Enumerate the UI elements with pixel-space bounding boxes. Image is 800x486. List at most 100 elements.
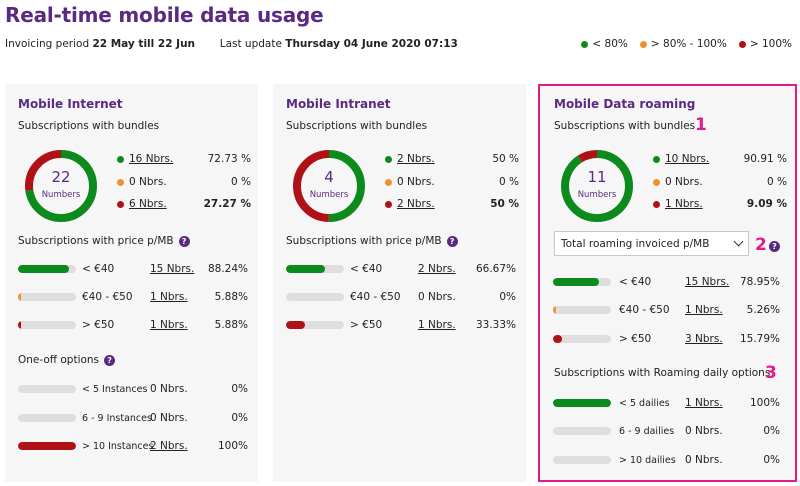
progress-fill (286, 321, 306, 329)
oneoff-pct: 0% (231, 412, 248, 424)
daily-label: < 5 dailies (619, 397, 670, 409)
help-icon[interactable]: ? (769, 241, 780, 252)
oneoff-nbrs: 0 Nbrs. (150, 383, 188, 395)
progress-fill (18, 293, 22, 301)
progress-bar (553, 399, 611, 407)
progress-fill (553, 399, 611, 407)
red-dot-icon (738, 40, 746, 48)
update-value: Thursday 04 June 2020 07:13 (285, 38, 458, 50)
price-pct: 5.88% (214, 319, 248, 331)
price-label: €40 - €50 (619, 304, 670, 316)
daily-row: > 10 dailies 0 Nbrs. 0% (553, 453, 783, 467)
bundle-nbrs-link[interactable]: 2 Nbrs. (397, 198, 435, 210)
price-label: < €40 (82, 263, 115, 275)
price-title-row: Subscriptions with price p/MB? (18, 235, 190, 247)
daily-pct: 100% (749, 397, 780, 409)
bundle-pct: 0 % (499, 176, 519, 188)
daily-nbrs-link[interactable]: 1 Nbrs. (685, 397, 723, 409)
daily-nbrs: 0 Nbrs. (685, 425, 723, 437)
bundle-row-red: 2 Nbrs. 50 % (385, 197, 519, 211)
donut-chart (25, 150, 97, 222)
price-title: Subscriptions with price p/MB (18, 235, 174, 247)
price-row: €40 - €50 1 Nbrs. 5.88% (18, 290, 248, 304)
price-nbrs-link[interactable]: 1 Nbrs. (685, 304, 723, 316)
price-pct: 15.79% (739, 333, 780, 345)
progress-fill (18, 442, 76, 450)
bundle-nbrs-link[interactable]: 6 Nbrs. (129, 198, 167, 210)
price-pct: 0% (499, 291, 516, 303)
price-label: < €40 (619, 276, 652, 288)
orange-dot-icon (639, 40, 647, 48)
update-label: Last update (219, 38, 282, 50)
price-pct: 88.24% (207, 263, 248, 275)
bundle-row-orange: 0 Nbrs. 0 % (385, 175, 519, 189)
price-row: < €40 2 Nbrs. 66.67% (286, 262, 516, 276)
bundle-row-orange: 0 Nbrs. 0 % (117, 175, 251, 189)
orange-dot-icon (653, 178, 660, 186)
status-legend: < 80% > 80% - 100% > 100% (581, 38, 792, 50)
progress-fill (553, 306, 557, 314)
invoice-meta: Invoicing period 22 May till 22 Jun Last… (5, 38, 458, 50)
bundles-title: Subscriptions with bundles (286, 120, 428, 132)
progress-bar (286, 293, 344, 301)
donut-segment (293, 150, 365, 222)
progress-bar (18, 385, 76, 393)
donut-segment (561, 150, 633, 222)
price-label: < €40 (350, 263, 383, 275)
bundle-nbrs-link[interactable]: 2 Nbrs. (397, 153, 435, 165)
green-dot-icon (117, 155, 124, 163)
help-icon[interactable]: ? (446, 235, 458, 247)
bundle-nbrs-link[interactable]: 1 Nbrs. (665, 198, 703, 210)
donut-count: 4 (324, 168, 334, 186)
donut-unit: Numbers (41, 190, 81, 200)
price-nbrs-link[interactable]: 3 Nbrs. (685, 333, 723, 345)
bundle-pct: 0 % (231, 176, 251, 188)
bundle-nbrs-link[interactable]: 10 Nbrs. (665, 153, 710, 165)
price-label: €40 - €50 (82, 291, 133, 303)
legend-item-green: < 80% (581, 38, 628, 50)
progress-bar (553, 306, 611, 314)
bundle-pct: 50 % (490, 198, 519, 210)
progress-bar (18, 321, 76, 329)
price-nbrs-link[interactable]: 15 Nbrs. (150, 263, 195, 275)
price-pct: 66.67% (475, 263, 516, 275)
progress-bar (286, 321, 344, 329)
bundle-pct: 0 % (767, 176, 787, 188)
price-nbrs-link[interactable]: 1 Nbrs. (150, 291, 188, 303)
price-row: €40 - €50 1 Nbrs. 5.26% (553, 303, 783, 317)
period-value: 22 May till 22 Jun (92, 38, 196, 50)
green-dot-icon (581, 40, 589, 48)
price-nbrs-link[interactable]: 15 Nbrs. (685, 276, 730, 288)
bundle-row-red: 6 Nbrs. 27.27 % (117, 197, 251, 211)
price-pct: 5.26% (746, 304, 780, 316)
help-icon[interactable]: ? (104, 354, 116, 366)
callout-marker-3: 3 (765, 363, 777, 383)
price-nbrs-link[interactable]: 2 Nbrs. (418, 263, 456, 275)
oneoff-row: 6 - 9 Instances 0 Nbrs. 0% (18, 411, 248, 425)
green-dot-icon (385, 155, 392, 163)
bundle-nbrs: 0 Nbrs. (129, 176, 167, 188)
card-mobile-intranet: Mobile Intranet Subscriptions with bundl… (273, 84, 526, 482)
price-row: > €50 1 Nbrs. 5.88% (18, 318, 248, 332)
bundle-pct: 90.91 % (743, 153, 787, 165)
chevron-down-icon (733, 236, 744, 247)
bundles-title: Subscriptions with bundles (18, 120, 160, 132)
price-label: > €50 (619, 333, 652, 345)
price-nbrs-link[interactable]: 1 Nbrs. (418, 319, 456, 331)
bundle-nbrs: 0 Nbrs. (397, 176, 435, 188)
help-icon[interactable]: ? (178, 235, 190, 247)
price-title: Subscriptions with price p/MB (286, 235, 442, 247)
progress-bar (18, 265, 76, 273)
card-title: Mobile Intranet (286, 97, 391, 111)
card-title: Mobile Data roaming (554, 97, 696, 111)
oneoff-nbrs-link[interactable]: 2 Nbrs. (150, 440, 188, 452)
price-nbrs-link[interactable]: 1 Nbrs. (150, 319, 188, 331)
donut-unit: Numbers (309, 190, 349, 200)
bundle-nbrs-link[interactable]: 16 Nbrs. (129, 153, 174, 165)
roaming-metric-select[interactable]: Total roaming invoiced p/MB (554, 231, 749, 256)
card-mobile-internet: Mobile Internet Subscriptions with bundl… (5, 84, 258, 482)
daily-pct: 0% (763, 454, 780, 466)
daily-label: > 10 dailies (619, 454, 676, 466)
progress-fill (553, 278, 599, 286)
price-label: €40 - €50 (350, 291, 401, 303)
